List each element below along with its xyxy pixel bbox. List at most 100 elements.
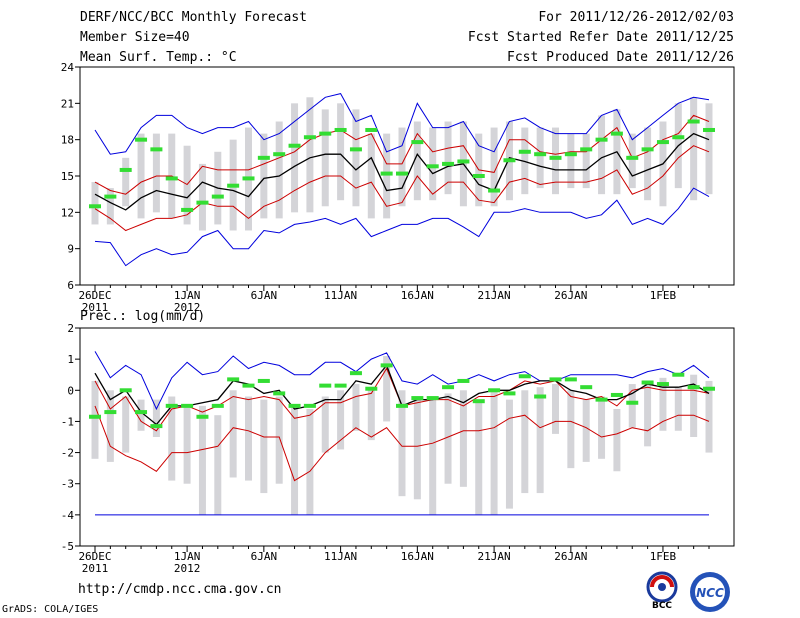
p1-range-box-39 [690,97,698,201]
p2-range-box-21 [413,396,421,500]
p1-xlabel-year-2011: 2011 [82,301,109,314]
p1-obs-marker-2 [119,167,132,172]
p2-obs-marker-2 [119,388,132,393]
p1-obs-marker-34 [610,131,623,136]
forecast-produced: Fcst Produced Date 2011/12/26 [507,50,734,65]
p1-obs-marker-6 [181,207,194,212]
p1-obs-marker-24 [457,159,470,164]
p2-obs-marker-36 [641,380,654,385]
p1-xlabel-26JAN: 26JAN [554,289,587,302]
p2-range-box-5 [168,396,176,481]
p2-obs-marker-33 [595,397,608,402]
p2-obs-marker-3 [135,410,148,415]
p2-obs-marker-9 [227,377,240,382]
p1-obs-marker-1 [104,194,117,199]
p1-obs-marker-12 [273,152,286,157]
p2-obs-marker-25 [472,399,485,404]
p2-obs-marker-28 [518,374,531,379]
p2-obs-marker-4 [150,424,163,429]
source-url[interactable]: http://cmdp.ncc.cma.gov.cn [78,582,282,597]
p1-range-box-2 [122,157,130,207]
p2-range-box-27 [505,399,513,509]
p1-obs-marker-16 [334,127,347,132]
p2-range-box-18 [367,387,375,441]
p1-obs-marker-11 [257,155,270,160]
p1-series-upper [94,114,710,195]
p2-obs-marker-7 [196,414,209,419]
p1-obs-marker-38 [672,135,685,140]
p2-range-box-3 [137,399,145,431]
p1-obs-marker-9 [227,183,240,188]
p1-range-box-22 [429,127,437,201]
p2-obs-marker-1 [104,410,117,415]
p1-xlabel-year-2012: 2012 [174,301,201,314]
p1-obs-marker-30 [549,155,562,160]
p1-obs-marker-31 [564,152,577,157]
p2-xlabel-1JAN: 1JAN [174,550,201,563]
p1-xlabel-26DEC: 26DEC [78,289,111,302]
p1-xlabel-16JAN: 16JAN [401,289,434,302]
p2-range-box-12 [275,396,283,484]
p2-obs-marker-38 [672,372,685,377]
p2-obs-marker-10 [242,383,255,388]
p1-obs-marker-13 [288,143,301,148]
p2-range-box-13 [291,405,299,515]
p1-series-lower [94,145,710,232]
p2-xlabel-11JAN: 11JAN [324,550,357,563]
p2-xlabel-16JAN: 16JAN [401,550,434,563]
p2-ytick-label--3: -3 [61,478,74,491]
p1-range-box-21 [413,121,421,201]
p1-obs-marker-17 [349,147,362,152]
p2-obs-marker-21 [411,396,424,401]
p1-obs-marker-5 [165,176,178,181]
member-size: Member Size=40 [80,30,190,45]
p2-series-lower [94,405,710,482]
p1-obs-marker-20 [396,171,408,176]
forecast-started: Fcst Started Refer Date 2011/12/25 [467,30,734,45]
p2-range-box-38 [674,387,682,431]
p1-range-box-32 [582,133,590,189]
p2-obs-marker-12 [273,391,286,396]
p1-range-box-36 [644,127,652,201]
p1-obs-marker-32 [580,147,593,152]
p2-obs-marker-15 [319,383,332,388]
p2-obs-marker-13 [288,403,301,408]
p2-xlabel-year-2011: 2011 [82,562,109,575]
p2-range-box-37 [659,377,667,431]
p1-range-box-4 [152,133,160,213]
p1-obs-marker-3 [135,137,148,142]
p1-series-min [94,187,710,267]
p2-xlabel-6JAN: 6JAN [251,550,278,563]
p1-range-box-13 [291,103,299,213]
p2-range-box-10 [245,396,252,481]
p1-range-box-14 [306,97,314,213]
p2-range-box-33 [598,396,606,459]
p1-obs-marker-0 [89,204,101,209]
p2-range-box-11 [260,399,268,494]
p2-range-box-8 [214,415,222,515]
p1-obs-marker-27 [503,158,516,163]
p2-range-box-7 [198,405,206,515]
p1-xlabel-11JAN: 11JAN [324,289,357,302]
p2-range-box-34 [613,408,621,472]
p2-range-box-17 [352,384,360,431]
p1-range-box-1 [106,188,114,225]
p1-obs-marker-28 [518,149,531,154]
bcc-logo: BCC [646,571,678,610]
p2-range-box-20 [398,390,406,497]
p2-obs-marker-8 [211,403,224,408]
p2-obs-marker-17 [349,371,362,376]
p2-range-box-24 [459,390,467,487]
p2-ytick-label-0: 0 [67,384,74,397]
p1-range-box-18 [367,133,375,219]
p2-range-box-0 [91,380,99,459]
p2-range-box-25 [475,402,483,515]
p2-obs-marker-39 [687,385,700,390]
p2-range-box-26 [490,390,498,515]
bcc-logo-text: BCC [652,601,672,610]
p2-obs-marker-5 [165,403,178,408]
p2-range-box-15 [321,396,329,453]
p1-obs-marker-37 [656,140,669,145]
p2-range-box-40 [705,380,713,453]
